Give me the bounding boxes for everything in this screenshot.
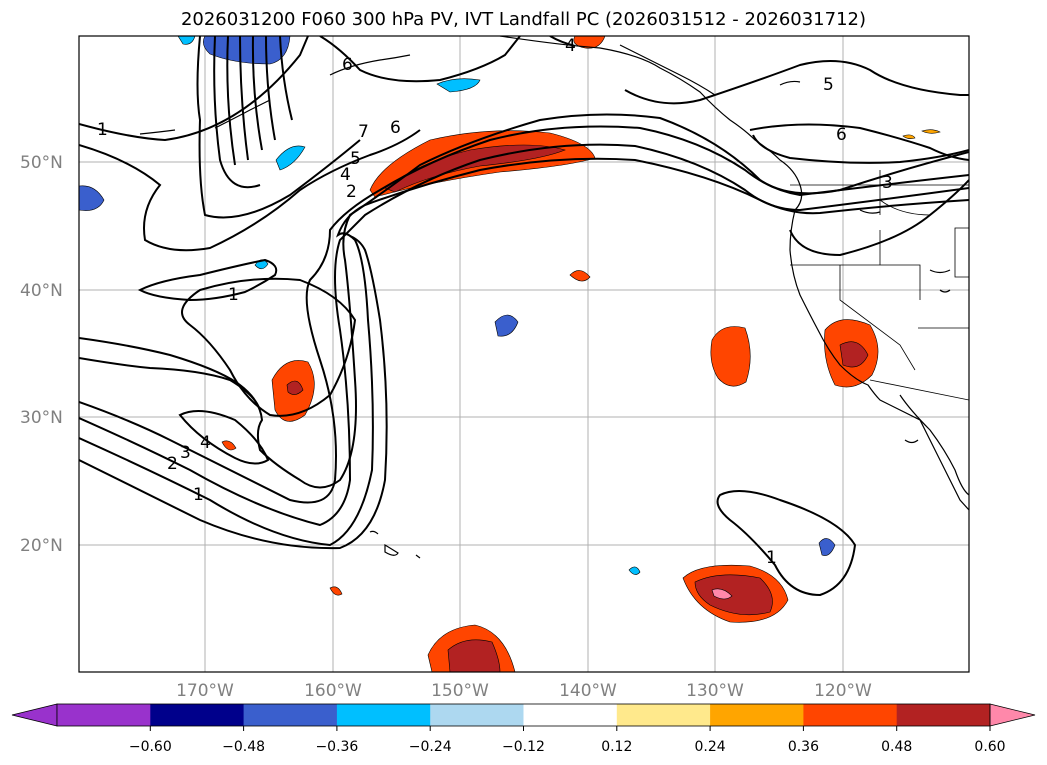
colorbar-cell (150, 704, 245, 726)
coastlines (139, 36, 969, 559)
colorbar-ticks: −0.60 −0.48 −0.36 −0.24 −0.12 0.12 0.24 0.36 0.4… (129, 726, 1006, 755)
colorbar-tick-label: 0.36 (788, 739, 819, 755)
lon-label: 120°W (814, 681, 872, 701)
contour-label: 6 (836, 125, 847, 145)
contour-label: 5 (823, 75, 834, 95)
contour-label: 2 (346, 182, 357, 202)
contour-label: 6 (390, 118, 401, 138)
colorbar-cell (336, 704, 431, 726)
lon-label: 170°W (176, 681, 234, 701)
lat-label: 20°N (20, 536, 63, 556)
contour-label: 3 (180, 443, 191, 463)
colorbar-cells (57, 704, 991, 726)
contour-label: 4 (565, 36, 576, 56)
colorbar-tick-label: 0.12 (601, 739, 632, 755)
colorbar-cell (896, 704, 991, 726)
contour-label: 4 (200, 433, 211, 453)
contour-label: 7 (358, 122, 369, 142)
lon-label: 140°W (559, 681, 617, 701)
lon-label: 130°W (686, 681, 744, 701)
latitude-labels: 50°N 40°N 30°N 20°N (20, 153, 63, 556)
positive-ivt-patches (221, 36, 941, 672)
colorbar-cell (710, 704, 804, 726)
longitude-labels: 170°W 160°W 150°W 140°W 130°W 120°W (176, 681, 872, 701)
map-frame (78, 35, 970, 673)
contour-label: 1 (766, 548, 777, 568)
lat-label: 40°N (20, 281, 63, 301)
colorbar-cell (243, 704, 338, 726)
contour-labels: 1 6 7 6 5 4 2 4 5 6 3 1 4 3 2 1 1 (97, 36, 893, 568)
colorbar-tick-label: −0.48 (222, 739, 265, 755)
map-title: 2026031200 F060 300 hPa PV, IVT Landfall… (180, 9, 867, 30)
lon-label: 150°W (431, 681, 489, 701)
contour-label: 2 (167, 454, 178, 474)
colorbar-extend-high (989, 703, 1036, 727)
colorbar-cell (523, 704, 618, 726)
colorbar-cell (803, 704, 898, 726)
contour-label: 1 (97, 120, 108, 140)
lat-label: 50°N (20, 153, 63, 173)
contour-label: 5 (350, 149, 361, 169)
political-borders (790, 170, 969, 401)
lat-label: 30°N (20, 408, 63, 428)
colorbar: −0.60 −0.48 −0.36 −0.24 −0.12 0.12 0.24 0.36 0.4… (11, 703, 1036, 755)
pv-contours (79, 36, 969, 597)
colorbar-tick-label: −0.36 (315, 739, 358, 755)
colorbar-extend-low (11, 703, 58, 727)
contour-label: 1 (228, 285, 239, 305)
colorbar-tick-label: 0.48 (881, 739, 912, 755)
colorbar-tick-label: −0.12 (502, 739, 545, 755)
colorbar-tick-label: 0.24 (695, 739, 726, 755)
contour-label: 6 (342, 55, 353, 75)
contour-label: 1 (193, 485, 204, 505)
colorbar-tick-label: −0.24 (409, 739, 452, 755)
colorbar-cell (430, 704, 524, 726)
colorbar-tick-label: −0.60 (129, 739, 172, 755)
contour-label: 3 (882, 173, 893, 193)
lon-label: 160°W (304, 681, 362, 701)
colorbar-cell (57, 704, 151, 726)
colorbar-cell (616, 704, 711, 726)
contour-label: 4 (340, 165, 351, 185)
colorbar-tick-label: 0.60 (974, 739, 1005, 755)
